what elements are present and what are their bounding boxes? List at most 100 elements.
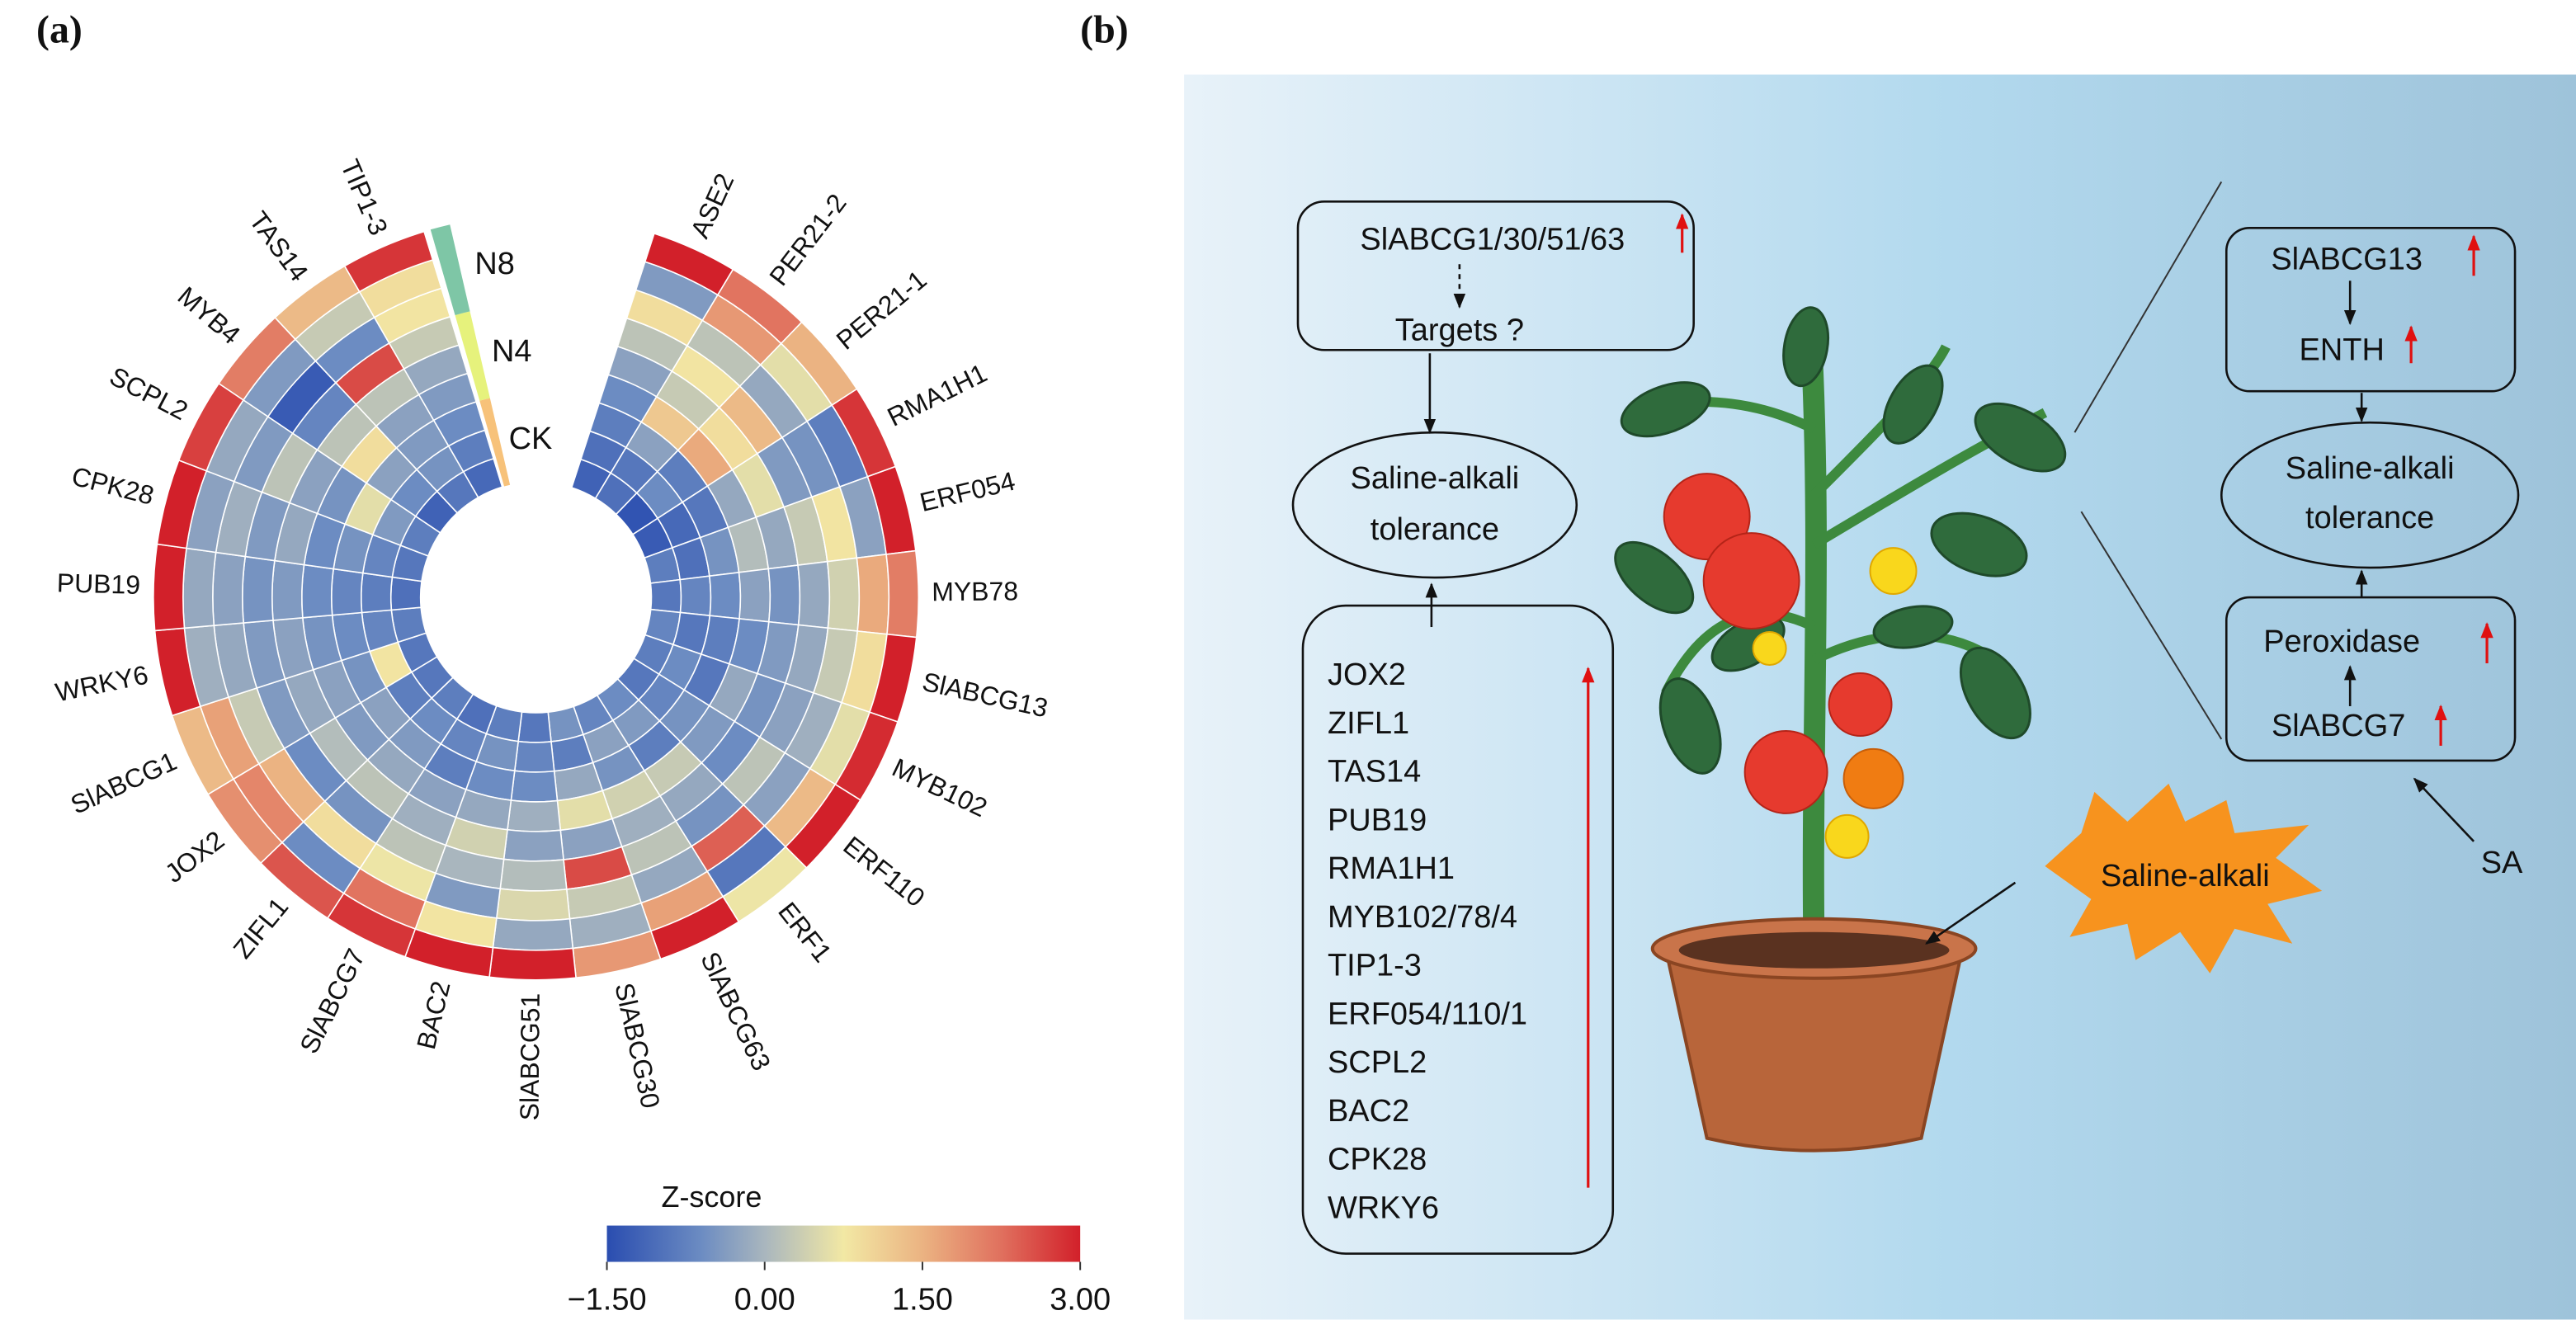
heat-cell bbox=[738, 568, 771, 623]
heat-cell bbox=[517, 711, 552, 743]
arrow bbox=[2413, 777, 2475, 842]
gene-label: MYB4 bbox=[172, 280, 247, 350]
gene-text: SCPL2 bbox=[1328, 1045, 1427, 1080]
gene-label: SlABCG63 bbox=[695, 947, 776, 1075]
box-text: Peroxidase bbox=[2263, 625, 2420, 659]
gene-label: ERF054 bbox=[917, 466, 1017, 517]
gene-label: CPK28 bbox=[68, 461, 157, 511]
gene-label: SlABCG1 bbox=[66, 746, 181, 819]
ring-bar bbox=[430, 224, 470, 316]
gene-label: ERF1 bbox=[772, 897, 837, 968]
gene-text: BAC2 bbox=[1328, 1094, 1409, 1129]
gene-text: TAS14 bbox=[1328, 755, 1421, 790]
ring-label: N4 bbox=[492, 334, 532, 369]
gene-label: PER21-2 bbox=[763, 188, 852, 291]
heat-cell bbox=[182, 547, 217, 629]
ring-bar bbox=[455, 311, 490, 401]
gene-label: PER21-1 bbox=[831, 265, 932, 356]
heat-cell bbox=[826, 557, 861, 632]
ring-label: CK bbox=[509, 422, 553, 456]
gene-label: JOX2 bbox=[159, 825, 229, 889]
gene-label: RMA1H1 bbox=[883, 358, 992, 432]
colorbar-tick-label: 0.00 bbox=[734, 1283, 795, 1318]
heat-cell bbox=[300, 563, 335, 619]
gene-label: SCPL2 bbox=[105, 361, 192, 427]
gene-label: MYB102 bbox=[888, 752, 992, 823]
heat-cell bbox=[797, 560, 831, 629]
ring-bar bbox=[479, 398, 511, 487]
zoom-line bbox=[2074, 181, 2223, 433]
heat-cell bbox=[510, 770, 559, 803]
heat-cell bbox=[242, 555, 276, 624]
colorbar-title: Z-score bbox=[661, 1180, 762, 1214]
gene-label: PUB19 bbox=[56, 568, 140, 600]
heat-cell bbox=[330, 568, 364, 616]
gene-label: SlABCG51 bbox=[514, 993, 545, 1121]
gene-label: BAC2 bbox=[411, 978, 456, 1053]
gene-list: JOX2 ZIFL1 TAS14 PUB19 RMA1H1 MYB102/78/4 TIP1… bbox=[1328, 658, 1527, 1225]
box bbox=[2225, 596, 2517, 762]
gene-label: ASE2 bbox=[685, 169, 740, 243]
colorbar bbox=[606, 1225, 1081, 1262]
heat-cell bbox=[767, 564, 801, 626]
gene-label: SlABCG30 bbox=[609, 980, 666, 1111]
panel-label: (b) bbox=[1080, 7, 1129, 51]
signal-text: SA bbox=[2481, 846, 2523, 880]
colorbar-tick-label: 1.50 bbox=[892, 1283, 953, 1318]
heat-cell bbox=[649, 578, 682, 614]
heat-cell bbox=[507, 799, 562, 832]
gene-label: TAS14 bbox=[243, 206, 314, 287]
heat-cell bbox=[360, 572, 394, 614]
stress-text: Saline-alkali bbox=[2101, 859, 2270, 893]
heat-cell bbox=[495, 888, 571, 922]
heat-cell bbox=[499, 858, 568, 892]
gene-text: RMA1H1 bbox=[1328, 851, 1455, 886]
gene-text: ERF054/110/1 bbox=[1328, 997, 1527, 1031]
gene-text: ZIFL1 bbox=[1328, 706, 1409, 741]
gene-text: CPK28 bbox=[1328, 1143, 1427, 1177]
box-text: ENTH bbox=[2300, 332, 2385, 367]
gene-box bbox=[1301, 604, 1615, 1255]
ellipse bbox=[2220, 421, 2520, 569]
gene-label: MYB78 bbox=[932, 576, 1018, 606]
gene-text: MYB102/78/4 bbox=[1328, 900, 1517, 935]
tomato-plant bbox=[1614, 181, 2223, 1153]
gene-text: TIP1-3 bbox=[1328, 949, 1422, 983]
heat-cell bbox=[488, 946, 577, 981]
panel-label: (a) bbox=[36, 7, 83, 51]
ellipse-text: Saline-alkali bbox=[1351, 461, 1520, 496]
heat-cell bbox=[513, 740, 555, 773]
heat-cell bbox=[502, 828, 564, 862]
gene-text: JOX2 bbox=[1328, 658, 1406, 692]
colorbar-tick-label: 3.00 bbox=[1050, 1283, 1111, 1318]
box-text: SlABCG7 bbox=[2272, 709, 2405, 743]
heat-cell bbox=[271, 559, 305, 621]
heat-cell bbox=[343, 230, 434, 293]
ellipse bbox=[1291, 431, 1578, 579]
arrow bbox=[1925, 881, 2017, 945]
heat-cell bbox=[856, 554, 890, 635]
gene-text: WRKY6 bbox=[1328, 1190, 1439, 1225]
ellipse-text: Saline-alkali bbox=[2286, 451, 2455, 486]
heat-cell bbox=[389, 576, 422, 611]
box bbox=[1296, 200, 1695, 351]
box-text: SlABCG1/30/51/63 bbox=[1360, 222, 1625, 257]
heat-cell bbox=[679, 575, 712, 617]
gene-label: WRKY6 bbox=[53, 660, 151, 708]
heat-cell bbox=[153, 543, 187, 632]
stress-burst bbox=[2045, 783, 2323, 974]
ellipse-text: tolerance bbox=[2305, 501, 2434, 535]
ring-label: N8 bbox=[474, 247, 515, 281]
heat-cell bbox=[885, 549, 920, 639]
box-text: SlABCG13 bbox=[2271, 242, 2423, 276]
heat-cell bbox=[492, 917, 574, 951]
gene-label: SlABCG7 bbox=[294, 944, 370, 1058]
gene-label: TIP1-3 bbox=[335, 155, 394, 239]
gene-label: ZIFL1 bbox=[227, 892, 294, 964]
colorbar-tick-label: −1.50 bbox=[567, 1283, 646, 1318]
heat-cell bbox=[212, 551, 247, 627]
heat-cell bbox=[708, 571, 742, 620]
